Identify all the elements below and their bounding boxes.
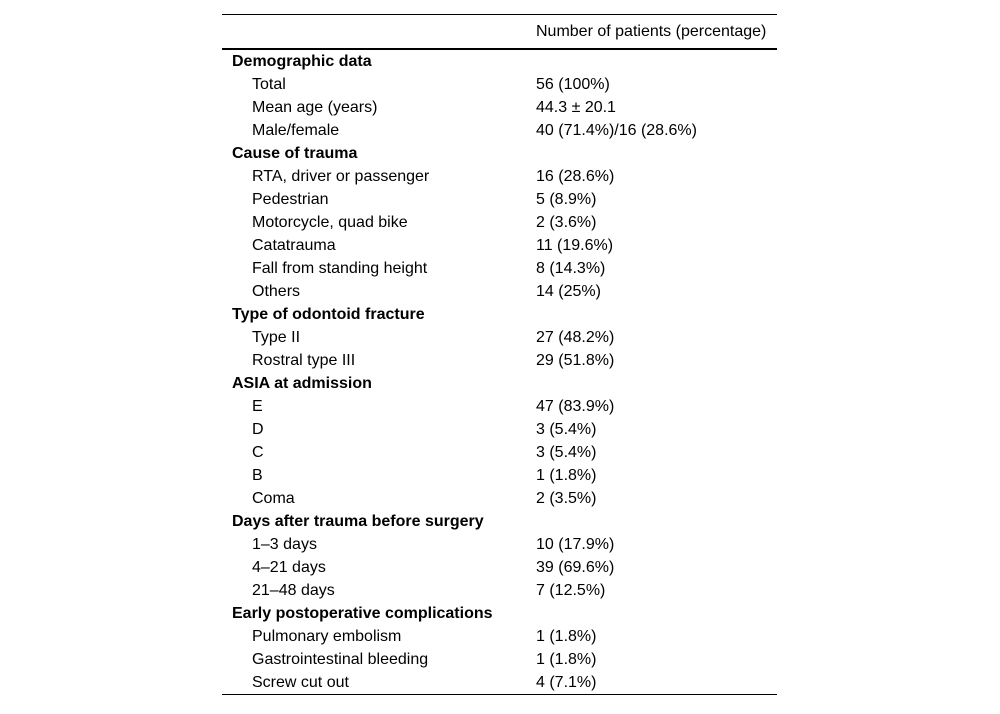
patient-demographics-table: Number of patients (percentage) Demograp… [222, 14, 777, 695]
row-label: Rostral type III [252, 351, 356, 369]
row-value: 7 (12.5%) [536, 581, 606, 599]
column-header-number-of-patients: Number of patients (percentage) [536, 22, 767, 40]
row-value: 1 (1.8%) [536, 627, 597, 645]
row-label: Total [252, 75, 286, 93]
row-value: 40 (71.4%)/16 (28.6%) [536, 121, 697, 139]
table-row: Type II 27 (48.2%) [222, 326, 777, 349]
row-label: D [252, 420, 264, 438]
table-row: Total 56 (100%) [222, 73, 777, 96]
section-title: Early postoperative complications [232, 604, 493, 622]
section-header-row: Type of odontoid fracture [222, 303, 777, 326]
row-value: 1 (1.8%) [536, 650, 597, 668]
row-label: Others [252, 282, 301, 300]
row-value: 4 (7.1%) [536, 673, 597, 691]
row-label: Type II [252, 328, 301, 346]
table-row: Catatrauma 11 (19.6%) [222, 234, 777, 257]
row-label: C [252, 443, 264, 461]
row-label: RTA, driver or passenger [252, 167, 430, 185]
table-row: B 1 (1.8%) [222, 464, 777, 487]
table-row: Mean age (years) 44.3 ± 20.1 [222, 96, 777, 119]
row-value: 27 (48.2%) [536, 328, 615, 346]
row-label: Motorcycle, quad bike [252, 213, 408, 231]
table-row: Fall from standing height 8 (14.3%) [222, 257, 777, 280]
row-value: 2 (3.6%) [536, 213, 597, 231]
row-value: 5 (8.9%) [536, 190, 597, 208]
table-row: Rostral type III 29 (51.8%) [222, 349, 777, 372]
row-value: 8 (14.3%) [536, 259, 606, 277]
row-label: Pulmonary embolism [252, 627, 402, 645]
row-label: Coma [252, 489, 295, 507]
row-label: E [252, 397, 263, 415]
row-value: 29 (51.8%) [536, 351, 615, 369]
row-value: 10 (17.9%) [536, 535, 615, 553]
table-row: 1–3 days 10 (17.9%) [222, 533, 777, 556]
section-header-row: Cause of trauma [222, 142, 777, 165]
row-label: Mean age (years) [252, 98, 378, 116]
row-label: Male/female [252, 121, 340, 139]
table-row: 4–21 days 39 (69.6%) [222, 556, 777, 579]
table-row: Motorcycle, quad bike 2 (3.6%) [222, 211, 777, 234]
table-row: D 3 (5.4%) [222, 418, 777, 441]
row-label: Gastrointestinal bleeding [252, 650, 429, 668]
row-value: 16 (28.6%) [536, 167, 615, 185]
row-value: 56 (100%) [536, 75, 610, 93]
table-row: Pedestrian 5 (8.9%) [222, 188, 777, 211]
row-label: B [252, 466, 263, 484]
section-header-row: Early postoperative complications [222, 602, 777, 625]
table-row: Screw cut out 4 (7.1%) [222, 671, 777, 694]
table-row: Pulmonary embolism 1 (1.8%) [222, 625, 777, 648]
row-value: 47 (83.9%) [536, 397, 615, 415]
section-title: ASIA at admission [232, 374, 372, 392]
table-row: E 47 (83.9%) [222, 395, 777, 418]
table-row: Coma 2 (3.5%) [222, 487, 777, 510]
section-title: Days after trauma before surgery [232, 512, 484, 530]
row-label: Catatrauma [252, 236, 336, 254]
row-label: Screw cut out [252, 673, 349, 691]
row-value: 3 (5.4%) [536, 443, 597, 461]
row-value: 39 (69.6%) [536, 558, 615, 576]
row-value: 1 (1.8%) [536, 466, 597, 484]
table-row: 21–48 days 7 (12.5%) [222, 579, 777, 602]
row-value: 3 (5.4%) [536, 420, 597, 438]
row-value: 14 (25%) [536, 282, 601, 300]
section-title: Demographic data [232, 52, 372, 70]
row-label: Pedestrian [252, 190, 329, 208]
row-value: 11 (19.6%) [536, 236, 614, 254]
row-value: 2 (3.5%) [536, 489, 597, 507]
row-value: 44.3 ± 20.1 [536, 98, 616, 116]
section-header-row: ASIA at admission [222, 372, 777, 395]
row-label: 21–48 days [252, 581, 335, 599]
section-header-row: Demographic data [222, 50, 777, 73]
table-row: Gastrointestinal bleeding 1 (1.8%) [222, 648, 777, 671]
table-row: C 3 (5.4%) [222, 441, 777, 464]
row-label: 4–21 days [252, 558, 326, 576]
table-row: RTA, driver or passenger 16 (28.6%) [222, 165, 777, 188]
section-title: Cause of trauma [232, 144, 358, 162]
row-label: Fall from standing height [252, 259, 428, 277]
table-row: Others 14 (25%) [222, 280, 777, 303]
table-header-row: Number of patients (percentage) [222, 15, 777, 50]
row-label: 1–3 days [252, 535, 317, 553]
table-row: Male/female 40 (71.4%)/16 (28.6%) [222, 119, 777, 142]
section-header-row: Days after trauma before surgery [222, 510, 777, 533]
section-title: Type of odontoid fracture [232, 305, 425, 323]
table-body: Demographic data Total 56 (100%) Mean age (… [222, 50, 777, 694]
